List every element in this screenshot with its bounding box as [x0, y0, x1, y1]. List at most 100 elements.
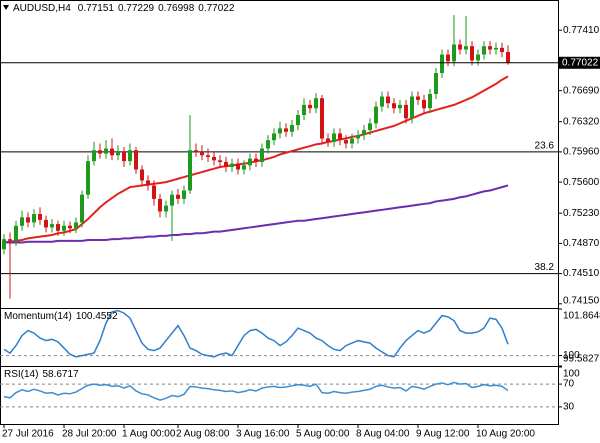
candle-body: [440, 54, 444, 74]
y-tick-label: 0.77410: [563, 25, 600, 36]
candle-body: [326, 138, 330, 142]
candle-body: [74, 222, 78, 229]
candle-body: [320, 98, 324, 139]
candle-body: [14, 225, 18, 241]
header-value: 0.77022: [198, 3, 235, 14]
candle-body: [278, 128, 282, 134]
candle-body: [374, 106, 378, 124]
candle-body: [62, 225, 66, 231]
indicator-value: 58.6717: [42, 369, 79, 380]
candle-body: [44, 219, 48, 228]
candle-body: [314, 98, 318, 109]
y-tick-label: 0.75230: [563, 208, 600, 219]
candle-body: [416, 96, 420, 100]
indicator-value: 100.4552: [76, 311, 118, 322]
candle-body: [140, 169, 144, 181]
indicator-line: [3, 381, 509, 401]
candle-body: [344, 140, 348, 144]
y-tick-label: 70: [563, 379, 575, 390]
candle-body: [134, 150, 138, 170]
candle-body: [506, 51, 510, 63]
indicator-title: Momentum(14) 100.4552: [4, 311, 118, 322]
candle-body: [428, 93, 432, 109]
indicator-name: Momentum(14): [4, 311, 72, 322]
candle-body: [92, 150, 96, 162]
header-value: 0.77229: [118, 3, 155, 14]
candle-body: [446, 54, 450, 62]
candle-body: [20, 217, 24, 226]
candle-body: [434, 73, 438, 94]
y-tick-label: 101.8648: [563, 311, 600, 322]
y-tick-label: 0.76690: [563, 85, 600, 96]
y-tick-label: 30: [563, 402, 575, 413]
header-value: 0.76998: [158, 3, 195, 14]
candle-body: [500, 47, 504, 53]
x-tick-label: 8 Aug 04:00: [356, 429, 410, 440]
y-tick-label: 100: [563, 350, 580, 361]
candle-body: [410, 96, 414, 119]
candle-body: [86, 161, 90, 195]
x-tick-label: 9 Aug 12:00: [416, 429, 470, 440]
candle-body: [206, 155, 210, 157]
candle-body: [152, 185, 156, 199]
y-tick-label: 0.75960: [563, 147, 600, 158]
candle-body: [356, 135, 360, 139]
candle-body: [284, 128, 288, 132]
candle-body: [32, 214, 36, 223]
candle-body: [398, 104, 402, 109]
y-tick-label: 0.76320: [563, 116, 600, 127]
candle-body: [476, 54, 480, 61]
candle-body: [218, 160, 222, 162]
candle-body: [188, 150, 192, 191]
y-tick-label: 100: [563, 369, 580, 380]
candle-body: [392, 103, 396, 109]
candle-body: [308, 104, 312, 109]
level-label: 23.6: [535, 141, 555, 152]
candle-body: [404, 104, 408, 119]
level-label: 38.2: [535, 262, 555, 273]
indicator-title: RSI(14) 58.6717: [4, 369, 79, 380]
chart-title: AUDUSD,H4: [13, 3, 71, 14]
candle-body: [482, 46, 486, 55]
candle-body: [248, 158, 252, 166]
x-tick-label: 5 Aug 00:00: [296, 429, 350, 440]
candle-body: [236, 163, 240, 170]
candle-body: [350, 138, 354, 144]
candle-body: [26, 217, 30, 223]
x-tick-label: 28 Jul 20:00: [62, 429, 117, 440]
price-tag-label: 0.77022: [562, 57, 599, 68]
candle-body: [68, 225, 72, 229]
price-tag: [558, 56, 600, 69]
candle-body: [260, 148, 264, 162]
candle-body: [362, 130, 366, 136]
candle-body: [146, 180, 150, 186]
candle-body: [38, 214, 42, 220]
indicator-name: RSI(14): [4, 369, 38, 380]
candle-body: [104, 148, 108, 154]
candle-body: [296, 114, 300, 126]
candle-body: [254, 158, 258, 162]
candle-body: [272, 133, 276, 141]
x-tick-label: 3 Aug 16:00: [236, 429, 290, 440]
candle-body: [50, 224, 54, 228]
header-value: 0.77151: [78, 3, 115, 14]
candle-body: [458, 44, 462, 50]
candle-body: [200, 151, 204, 156]
candle-body: [338, 133, 342, 141]
candle-body: [224, 161, 228, 168]
candle-body: [98, 150, 102, 154]
candle-body: [302, 104, 306, 115]
candle-body: [332, 133, 336, 142]
candle-body: [8, 239, 12, 241]
header-arrow: [3, 5, 9, 10]
candle-body: [230, 163, 234, 168]
candle-body: [386, 96, 390, 104]
x-tick-label: 2 Aug 08:00: [176, 429, 230, 440]
candle-body: [290, 125, 294, 132]
candle-body: [80, 194, 84, 223]
candle-body: [158, 198, 162, 212]
indicator-line: [3, 309, 509, 358]
candle-body: [194, 150, 198, 152]
candle-body: [242, 165, 246, 170]
